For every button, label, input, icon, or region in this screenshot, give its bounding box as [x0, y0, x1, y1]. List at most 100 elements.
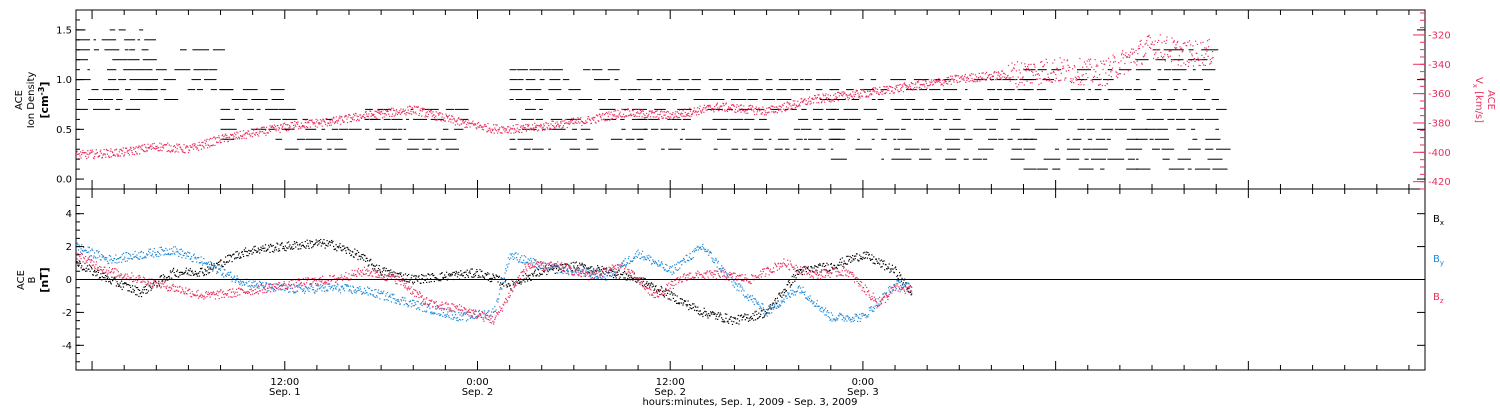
density-dash: [1077, 69, 1091, 71]
vx-point: [254, 133, 256, 135]
b-point: [424, 279, 426, 281]
b-point: [221, 274, 223, 276]
b-point: [120, 256, 122, 258]
b-point: [902, 283, 904, 285]
vx-point: [245, 137, 247, 139]
vx-point: [516, 127, 518, 129]
vx-point: [612, 114, 614, 116]
b-point: [317, 240, 319, 242]
b-point: [377, 267, 380, 270]
b-point: [340, 247, 342, 249]
b-point: [182, 254, 184, 257]
vx-point: [925, 82, 928, 85]
vx-point: [1043, 64, 1046, 66]
b-point: [724, 313, 726, 315]
vx-point: [778, 105, 780, 107]
vx-point: [767, 107, 770, 109]
density-dash: [1000, 108, 1018, 110]
vx-point: [964, 73, 966, 76]
b-point: [286, 247, 288, 249]
b-point: [509, 285, 511, 287]
vx-point: [504, 131, 506, 133]
vx-point: [114, 155, 116, 157]
vx-point: [271, 126, 273, 128]
b-point: [376, 296, 378, 298]
b-point: [383, 290, 385, 292]
vx-point: [467, 119, 469, 121]
b-point: [878, 258, 880, 260]
b-point: [402, 297, 404, 299]
b-point: [142, 289, 144, 291]
vx-point: [626, 109, 628, 111]
vx-point: [440, 112, 442, 114]
vx-point: [648, 111, 650, 113]
b-point: [699, 246, 701, 248]
b-point: [205, 270, 207, 272]
vx-point: [484, 124, 486, 126]
b-point: [798, 273, 800, 275]
b-point: [338, 288, 340, 290]
density-dash: [1030, 138, 1034, 140]
b-point: [699, 247, 701, 249]
b-point: [383, 269, 385, 271]
b-point: [156, 255, 158, 257]
vx-point: [116, 153, 118, 155]
b-point: [360, 256, 362, 258]
density-dash: [1003, 99, 1013, 100]
b-point: [688, 260, 690, 262]
b-point: [499, 284, 501, 286]
b-point: [183, 272, 186, 274]
vx-point: [344, 116, 346, 118]
b-point: [503, 285, 505, 287]
vx-point: [150, 148, 152, 150]
density-dash: [1095, 138, 1106, 140]
b-point: [670, 271, 672, 273]
b-point: [207, 272, 209, 274]
vx-point: [911, 89, 913, 91]
b-point: [203, 275, 205, 277]
b-point: [514, 257, 516, 259]
vx-point: [752, 109, 754, 111]
vx-point: [1009, 80, 1011, 82]
vx-point: [1142, 46, 1144, 48]
b-point: [468, 315, 470, 317]
vx-point: [786, 102, 788, 104]
b-point: [750, 315, 752, 318]
vx-point: [447, 117, 449, 119]
b-point: [343, 290, 346, 292]
b-point: [119, 282, 121, 284]
vx-point: [479, 125, 481, 127]
vx-point: [1199, 65, 1201, 67]
b-point: [770, 308, 772, 310]
vx-point: [926, 87, 928, 89]
b-point: [442, 315, 444, 317]
vx-point: [996, 71, 998, 74]
vx-point: [380, 113, 382, 115]
vx-point: [661, 117, 663, 119]
vx-point: [966, 79, 968, 81]
b-point: [457, 273, 459, 275]
density-dash: [933, 128, 941, 130]
density-dash: [1049, 99, 1056, 100]
b-point: [315, 242, 317, 244]
vx-point: [366, 113, 368, 115]
vx-point: [413, 105, 415, 107]
b-point: [404, 300, 407, 302]
b-point: [668, 290, 670, 292]
vx-point: [953, 81, 955, 83]
density-dash: [1188, 118, 1204, 120]
b-point: [404, 280, 406, 282]
b-point: [586, 267, 588, 269]
b-point: [104, 259, 106, 261]
density-dash: [1101, 128, 1114, 130]
b-point: [546, 273, 548, 276]
vx-point: [307, 126, 309, 129]
density-dash: [881, 138, 887, 140]
vx-point: [454, 120, 456, 122]
b-point: [472, 276, 474, 278]
vx-point: [1098, 84, 1100, 86]
b-point: [604, 277, 606, 279]
vx-point: [1153, 44, 1155, 46]
vx-point: [705, 107, 707, 109]
b-point: [520, 261, 522, 263]
